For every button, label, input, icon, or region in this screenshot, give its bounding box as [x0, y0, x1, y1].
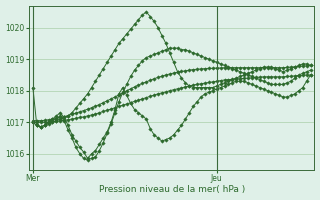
- X-axis label: Pression niveau de la mer( hPa ): Pression niveau de la mer( hPa ): [99, 185, 245, 194]
